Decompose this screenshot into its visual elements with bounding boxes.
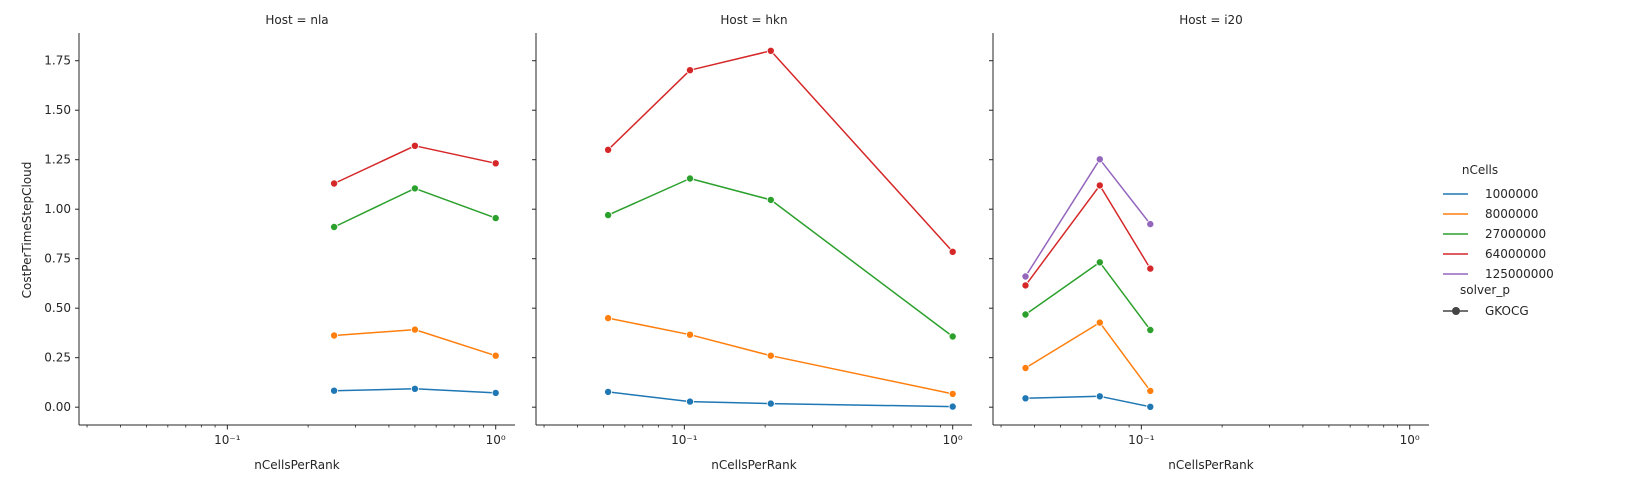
data-point-1000000: [686, 397, 695, 406]
data-point-8000000: [604, 314, 613, 323]
legend-style-title: solver_p: [1460, 283, 1510, 297]
panel-title: Host = nla: [265, 13, 328, 27]
data-point-8000000: [410, 325, 419, 334]
series-line-1000000: [608, 391, 953, 408]
y-tick-label: 0.50: [44, 301, 71, 315]
data-point-64000000: [410, 141, 419, 150]
y-tick-label: 1.25: [44, 153, 71, 167]
data-point-1000000: [1146, 402, 1155, 411]
data-point-64000000: [491, 159, 500, 168]
panel-title: Host = hkn: [720, 13, 787, 27]
y-tick-label: 0.25: [44, 351, 71, 365]
data-point-27000000: [1021, 310, 1030, 319]
data-point-1000000: [766, 399, 775, 408]
legend-label-8000000: 8000000: [1485, 207, 1538, 221]
data-point-27000000: [1146, 325, 1155, 334]
data-point-27000000: [948, 332, 957, 341]
legend-hue-title: nCells: [1462, 163, 1498, 177]
legend-label-1000000: 1000000: [1485, 187, 1538, 201]
legend: nCells 1000000 8000000 27000000 64000000 125…: [1443, 163, 1554, 318]
x-tick-label: 10⁻¹: [671, 433, 698, 447]
series-line-27000000: [333, 187, 496, 228]
data-point-8000000: [766, 351, 775, 360]
data-point-125000000: [1146, 220, 1155, 229]
facet-panel: Host = i20 10⁻¹ 10⁰ nCellsPerRank: [989, 13, 1429, 472]
x-tick-label: 10⁰: [486, 433, 506, 447]
data-point-64000000: [1021, 281, 1030, 290]
data-point-64000000: [604, 145, 613, 154]
data-point-64000000: [1146, 264, 1155, 273]
x-tick-label: 10⁻¹: [1128, 433, 1155, 447]
series-line-64000000: [333, 145, 496, 185]
data-point-8000000: [330, 331, 339, 340]
series-line-8000000: [607, 317, 953, 395]
data-point-64000000: [948, 247, 957, 256]
series-line-8000000: [1025, 321, 1151, 392]
legend-label-125000000: 125000000: [1485, 267, 1554, 281]
x-tick-label: 10⁰: [1400, 433, 1420, 447]
data-point-8000000: [1095, 318, 1104, 327]
data-point-125000000: [1095, 155, 1104, 164]
data-point-27000000: [604, 211, 613, 220]
data-point-1000000: [330, 386, 339, 395]
data-point-8000000: [686, 330, 695, 339]
data-point-1000000: [410, 384, 419, 393]
data-point-64000000: [686, 66, 695, 75]
facet-panel: Host = nla 0.00 0.25 0.50 0.75 1.00 1.25 1.50 1.…: [44, 13, 515, 472]
y-tick-label: 1.50: [44, 103, 71, 117]
legend-hue-items: 1000000 8000000 27000000 64000000 125000000: [1443, 187, 1554, 281]
y-axis-label: CostPerTimeStepCloud: [20, 162, 34, 299]
data-point-8000000: [491, 351, 500, 360]
y-tick-label: 1.75: [44, 54, 71, 68]
legend-style-marker: [1452, 307, 1460, 315]
data-point-27000000: [330, 222, 339, 231]
series-line-125000000: [1024, 158, 1151, 277]
data-point-8000000: [1021, 363, 1030, 372]
legend-style-items: GKOCG: [1443, 304, 1529, 318]
data-point-64000000: [330, 179, 339, 188]
data-point-27000000: [766, 195, 775, 204]
data-point-64000000: [766, 46, 775, 55]
series-line-27000000: [1025, 261, 1151, 331]
facet-panel: Host = hkn 10⁻¹ 10⁰ nCellsPerRank: [532, 13, 972, 472]
x-axis-label: nCellsPerRank: [1168, 458, 1253, 472]
data-point-1000000: [491, 388, 500, 397]
data-point-1000000: [604, 387, 613, 396]
series-line-1000000: [1025, 395, 1151, 408]
data-point-1000000: [948, 402, 957, 411]
y-tick-label: 0.00: [44, 400, 71, 414]
legend-label-27000000: 27000000: [1485, 227, 1546, 241]
legend-label-64000000: 64000000: [1485, 247, 1546, 261]
x-axis-label: nCellsPerRank: [254, 458, 339, 472]
series-line-64000000: [607, 50, 954, 253]
data-point-64000000: [1095, 181, 1104, 190]
series-line-27000000: [607, 177, 954, 338]
data-point-1000000: [1021, 394, 1030, 403]
data-point-8000000: [948, 389, 957, 398]
y-tick-label: 1.00: [44, 202, 71, 216]
panel-title: Host = i20: [1179, 13, 1243, 27]
x-tick-label: 10⁻¹: [214, 433, 241, 447]
x-tick-label: 10⁰: [943, 433, 963, 447]
x-axis-label: nCellsPerRank: [711, 458, 796, 472]
y-tick-label: 0.75: [44, 252, 71, 266]
data-point-125000000: [1021, 272, 1030, 281]
legend-style-label: GKOCG: [1485, 304, 1529, 318]
data-point-8000000: [1146, 386, 1155, 395]
data-point-27000000: [410, 184, 419, 193]
data-point-27000000: [491, 214, 500, 223]
data-point-1000000: [1095, 392, 1104, 401]
data-point-27000000: [686, 174, 695, 183]
panels-layer: Host = nla 0.00 0.25 0.50 0.75 1.00 1.25 1.50 1.…: [44, 13, 1429, 472]
data-point-27000000: [1095, 258, 1104, 267]
